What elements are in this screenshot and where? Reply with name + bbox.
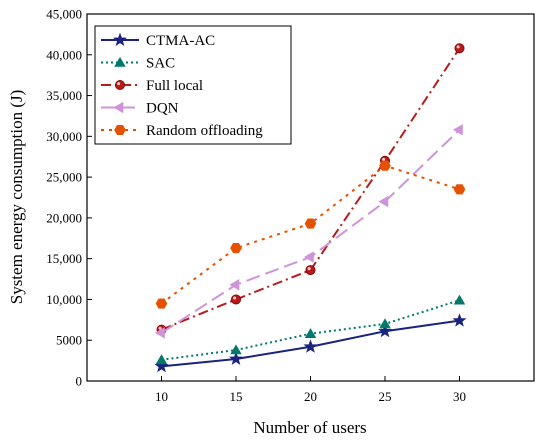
y-tick-label: 40,000	[46, 47, 82, 62]
marker-highlight	[158, 326, 162, 330]
data-point	[303, 339, 318, 353]
y-tick-label: 30,000	[46, 129, 82, 144]
data-point	[154, 358, 169, 373]
data-point	[228, 351, 244, 365]
series-line	[160, 129, 461, 334]
legend-marker	[114, 56, 126, 67]
legend-marker	[112, 32, 128, 46]
data-point	[155, 298, 168, 309]
legend-item: Random offloading	[101, 123, 263, 139]
series-layer	[154, 43, 467, 373]
series-random-offloading	[155, 160, 466, 309]
data-point	[379, 160, 391, 171]
series-line	[160, 164, 460, 305]
y-tick-label: 45,000	[46, 7, 82, 22]
legend-item: Full local	[101, 78, 203, 94]
data-point	[303, 251, 314, 263]
legend-label: CTMA-AC	[146, 33, 215, 49]
series-dqn	[154, 124, 463, 339]
y-tick-label: 10,000	[46, 292, 82, 307]
x-tick-label: 25	[379, 389, 392, 404]
data-point	[452, 313, 467, 327]
y-tick-label: 35,000	[46, 88, 82, 103]
data-point	[452, 124, 463, 136]
y-tick-label: 15,000	[46, 251, 82, 266]
y-tick-label: 25,000	[46, 170, 82, 185]
data-point	[304, 328, 317, 339]
data-point	[377, 323, 393, 338]
y-tick-label: 0	[76, 374, 83, 389]
legend-items: CTMA-AC SAC Full local DQN Random offloading	[101, 32, 263, 139]
marker-circle	[115, 80, 126, 91]
data-point	[453, 184, 466, 195]
legend-marker	[115, 80, 126, 91]
data-point	[229, 279, 240, 291]
data-point	[379, 318, 391, 329]
data-point	[154, 327, 165, 339]
legend-label: DQN	[146, 101, 179, 117]
axes: 10 15 20 25 30 0 5000 10,000 15,000 20,000 25,000 3…	[46, 7, 466, 405]
marker-highlight	[382, 157, 386, 161]
data-point	[304, 218, 317, 229]
data-point	[230, 344, 242, 355]
data-point	[378, 195, 389, 208]
legend-item: DQN	[101, 101, 179, 117]
legend: CTMA-AC SAC Full local DQN Random offloading	[94, 25, 292, 145]
marker-highlight	[233, 296, 237, 300]
legend-item: SAC	[101, 56, 175, 72]
marker-highlight	[456, 45, 460, 49]
y-tick-label: 5000	[56, 333, 82, 348]
series-ctma-ac	[154, 313, 467, 373]
x-tick-label: 20	[304, 389, 317, 404]
data-point	[230, 294, 241, 305]
data-point	[230, 243, 242, 254]
x-tick-label: 10	[155, 389, 168, 404]
x-tick-label: 15	[230, 389, 243, 404]
x-tick-label: 30	[453, 389, 466, 404]
marker-circle	[230, 294, 241, 305]
y-axis-title: System energy consumption (J)	[7, 90, 26, 305]
marker-highlight	[307, 267, 311, 271]
legend-label: Full local	[146, 78, 203, 94]
marker-circle	[454, 43, 465, 54]
x-axis-title: Number of users	[253, 418, 366, 437]
series-sac	[155, 294, 466, 365]
data-point	[305, 265, 316, 276]
legend-label: SAC	[146, 56, 175, 72]
data-point	[453, 294, 466, 305]
marker-highlight	[117, 82, 121, 86]
marker-circle	[305, 265, 316, 276]
legend-item: CTMA-AC	[101, 32, 215, 49]
data-point	[155, 354, 168, 365]
data-point	[454, 43, 465, 54]
y-tick-label: 20,000	[46, 210, 82, 225]
legend-label: Random offloading	[146, 123, 263, 139]
legend-marker	[113, 101, 124, 114]
legend-marker	[114, 124, 126, 136]
